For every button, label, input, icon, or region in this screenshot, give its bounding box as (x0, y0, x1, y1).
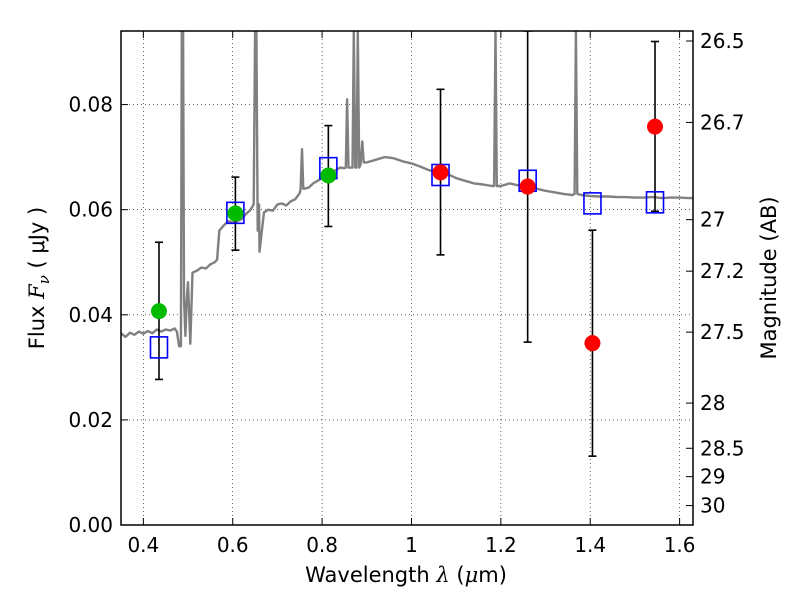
x-axis-label: Wavelength λ (μm) (305, 563, 507, 587)
x-tick-label: 0.8 (306, 533, 338, 557)
y2-tick-label: 30 (700, 494, 725, 518)
model-square-marker (645, 191, 665, 214)
model-square-marker (226, 201, 245, 225)
model-square-marker (149, 336, 169, 359)
y2-tick-label: 27.5 (700, 320, 745, 344)
x-tick-label: 0.4 (127, 533, 159, 557)
observed-point-marker (584, 335, 601, 352)
plot-background (121, 31, 693, 525)
photometry-layer (149, 31, 665, 457)
observed-point-marker (519, 178, 536, 195)
x-tick-label: 1.2 (485, 533, 517, 557)
observed-point-marker (432, 164, 449, 181)
x-tick-label: 0.6 (217, 533, 249, 557)
x-tick-label: 1 (405, 533, 418, 557)
x-tick-label: 1.6 (664, 533, 696, 557)
observed-point-marker (227, 205, 244, 222)
ticks (121, 31, 693, 526)
y-tick-label: 0.04 (68, 303, 113, 327)
model-square-marker (583, 192, 602, 215)
y2-tick-label: 26.7 (700, 110, 745, 134)
plot-frame (120, 30, 694, 526)
y2-axis-label: Magnitude (AB) (757, 196, 781, 359)
y2-tick-label: 28.5 (700, 436, 745, 460)
observed-point-marker (647, 118, 664, 135)
y-tick-label: 0.02 (68, 408, 113, 432)
y-tick-label: 0.08 (68, 93, 113, 117)
y2-tick-label: 27 (700, 208, 725, 232)
y2-tick-label: 26.5 (700, 29, 745, 53)
y-tick-label: 0.06 (68, 198, 113, 222)
y2-tick-label: 28 (700, 391, 725, 415)
tick-labels: 0.4 0.6 0.8 1 1.2 1.4 1.6 0.00 0.02 0.04 0.06 0.08 2… (68, 29, 744, 557)
observed-point-marker (320, 167, 337, 184)
observed-point-marker (150, 303, 167, 320)
y-axis-label: Flux Fν ( μJy ) (25, 207, 53, 349)
y-tick-label: 0.00 (68, 513, 113, 537)
y2-tick-label: 27.2 (700, 259, 745, 283)
x-tick-label: 1.4 (574, 533, 606, 557)
y2-tick-label: 29 (700, 465, 725, 489)
